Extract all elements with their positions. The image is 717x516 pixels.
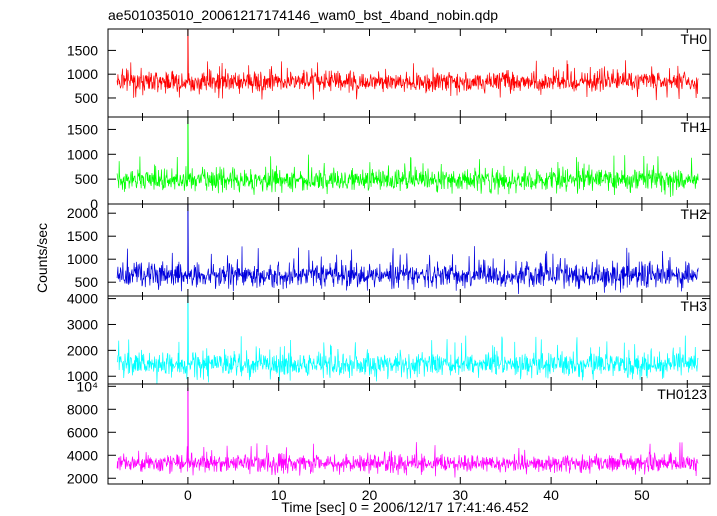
panel-th0123: 2000 4000 6000 8000 10⁴ TH0123 — [67, 378, 711, 486]
panel-th3: 1000 2000 3000 4000 TH3 — [67, 291, 711, 385]
chart-title: ae501035010_20061217174146_wam0_bst_4ban… — [108, 7, 498, 23]
x-tick-label: 50 — [634, 487, 650, 503]
y-tick-label: 1000 — [67, 66, 98, 82]
y-tick-label: 4000 — [67, 447, 98, 463]
series-line-th1 — [116, 116, 699, 197]
panel-th1: 0 500 1000 1500 TH1 — [67, 116, 711, 212]
panel-label: TH1 — [681, 119, 708, 135]
y-tick-label: 1000 — [67, 368, 98, 384]
y-tick-label: 2000 — [67, 470, 98, 486]
y-tick-label: 1500 — [67, 228, 98, 244]
y-tick-label: 8000 — [67, 401, 98, 417]
panel-frame — [107, 383, 711, 485]
panel-frame — [107, 203, 711, 297]
panel-frame — [107, 116, 711, 205]
panel-th0: 500 1000 1500 TH0 — [67, 28, 711, 118]
x-tick-label: 0 — [184, 487, 192, 503]
y-tick-label: 1000 — [67, 146, 98, 162]
y-tick-label: 1500 — [67, 121, 98, 137]
y-tick-label: 6000 — [67, 424, 98, 440]
y-tick-label: 1500 — [67, 42, 98, 58]
y-tick-label: 1000 — [67, 251, 98, 267]
y-axis-title: Counts/sec — [34, 223, 50, 293]
y-tick-label: 3000 — [67, 316, 98, 332]
y-tick-label: 500 — [75, 90, 99, 106]
panel-label: TH0123 — [657, 386, 707, 402]
panel-th2: 500 1000 1500 2000 TH2 — [67, 203, 711, 297]
y-tick-label: 500 — [75, 171, 99, 187]
panel-frame — [107, 28, 711, 118]
x-tick-label: 10 — [271, 487, 287, 503]
series-line-th3 — [116, 295, 699, 385]
series-line-th0 — [116, 28, 699, 101]
series-line-th2 — [116, 203, 699, 294]
x-tick-label: 20 — [362, 487, 378, 503]
panel-label: TH0 — [681, 31, 708, 47]
series-line-th0123 — [116, 387, 699, 478]
panel-label: TH3 — [681, 298, 708, 314]
y-tick-label: 0 — [90, 196, 98, 212]
x-tick-label: 40 — [543, 487, 559, 503]
panel-label: TH2 — [681, 206, 708, 222]
y-tick-label: 4000 — [67, 291, 98, 307]
y-tick-label: 500 — [75, 274, 99, 290]
x-axis-title: Time [sec] 0 = 2006/12/17 17:41:46.452 — [281, 499, 529, 515]
x-tick-label: 30 — [453, 487, 469, 503]
y-tick-label: 10⁴ — [76, 378, 98, 394]
y-tick-label: 2000 — [67, 205, 98, 221]
y-tick-label: 2000 — [67, 342, 98, 358]
